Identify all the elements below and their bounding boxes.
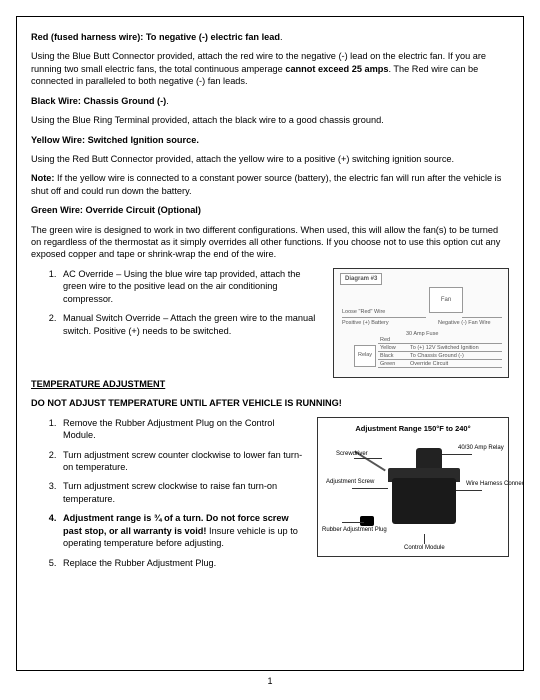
wire-line <box>462 317 502 318</box>
adjust-row: Remove the Rubber Adjustment Plug on the… <box>31 417 509 576</box>
diagram-label: 30 Amp Fuse <box>406 331 438 338</box>
diagram-label: Positive (+) Battery <box>342 320 389 327</box>
wire-line <box>342 317 426 318</box>
adjust-figure-col: Adjustment Range 150°F to 240° Screwdriv… <box>317 417 509 557</box>
temp-adjust-heading: TEMPERATURE ADJUSTMENT <box>31 378 509 390</box>
heading-text: Red (fused harness wire): To negative (-… <box>31 32 280 42</box>
diagram-title: Diagram #3 <box>340 273 382 285</box>
figure-label: Rubber Adjustment Plug <box>322 526 372 534</box>
figure-label: Control Module <box>404 544 445 552</box>
figure-label: 40/30 Amp Relay <box>458 444 504 452</box>
override-list-col: AC Override – Using the blue wire tap pr… <box>31 268 323 344</box>
list-item: Turn adjustment screw counter clockwise … <box>59 449 307 474</box>
text-run-bold: cannot exceed 25 amps <box>285 64 388 74</box>
diagram-label: Negative (-) Fan Wire <box>438 320 491 327</box>
section-red-heading: Red (fused harness wire): To negative (-… <box>31 31 509 43</box>
module-body-shape <box>392 478 456 524</box>
section-red-body: Using the Blue Butt Connector provided, … <box>31 50 509 87</box>
section-black-body: Using the Blue Ring Terminal provided, a… <box>31 114 509 126</box>
page-border: Red (fused harness wire): To negative (-… <box>16 16 524 671</box>
diagram-label: Black <box>380 353 393 360</box>
figure-label: Screwdriver <box>336 450 368 458</box>
list-item: Adjustment range is ¾ of a turn. Do not … <box>59 512 307 549</box>
adjust-figure-title: Adjustment Range 150°F to 240° <box>318 424 508 434</box>
diagram-label: Yellow <box>380 345 396 352</box>
leader-line <box>352 488 388 489</box>
heading-text: Black Wire: Chassis Ground (-) <box>31 96 166 106</box>
wire-line <box>378 343 502 344</box>
section-black-heading: Black Wire: Chassis Ground (-). <box>31 95 509 107</box>
diagram-col: Diagram #3 Fan Loose "Red" Wire Positive… <box>333 268 509 378</box>
section-yellow-heading: Yellow Wire: Switched Ignition source. <box>31 134 509 146</box>
leader-line <box>354 458 382 459</box>
list-item: AC Override – Using the blue wire tap pr… <box>59 268 323 305</box>
leader-line <box>456 490 482 491</box>
adjust-list-col: Remove the Rubber Adjustment Plug on the… <box>31 417 307 576</box>
diagram-label: To (+) 12V Switched Ignition <box>410 345 479 352</box>
diagram-label: Green <box>380 361 395 368</box>
fan-icon: Fan <box>429 287 463 313</box>
adjustment-figure: Adjustment Range 150°F to 240° Screwdriv… <box>317 417 509 557</box>
temp-adjust-warning: DO NOT ADJUST TEMPERATURE UNTIL AFTER VE… <box>31 397 509 409</box>
adjust-list: Remove the Rubber Adjustment Plug on the… <box>59 417 307 569</box>
wiring-diagram: Diagram #3 Fan Loose "Red" Wire Positive… <box>333 268 509 378</box>
leader-line <box>342 522 364 523</box>
list-item: Replace the Rubber Adjustment Plug. <box>59 557 307 569</box>
override-list: AC Override – Using the blue wire tap pr… <box>59 268 323 337</box>
list-item: Remove the Rubber Adjustment Plug on the… <box>59 417 307 442</box>
page-number: 1 <box>16 675 524 687</box>
diagram-label: Loose "Red" Wire <box>342 309 385 316</box>
relay-box: Relay <box>354 345 376 367</box>
leader-line <box>442 454 472 455</box>
list-item: Manual Switch Override – Attach the gree… <box>59 312 323 337</box>
diagram-label: Red <box>380 337 390 344</box>
plug-shape <box>360 516 374 526</box>
section-yellow-body: Using the Red Butt Connector provided, a… <box>31 153 509 165</box>
section-yellow-note: Note: If the yellow wire is connected to… <box>31 172 509 197</box>
text-run: Adjustment range is ¾ of a turn. <box>63 513 206 523</box>
figure-label: Wire Harness Connection <box>466 480 506 488</box>
section-green-body: The green wire is designed to work in tw… <box>31 224 509 261</box>
note-prefix: Note: <box>31 173 54 183</box>
override-row: AC Override – Using the blue wire tap pr… <box>31 268 509 378</box>
diagram-label: To Chassis Ground (-) <box>410 353 464 360</box>
leader-line <box>424 534 425 544</box>
diagram-label: Override Circuit <box>410 361 448 368</box>
note-text: If the yellow wire is connected to a con… <box>31 173 501 195</box>
section-green-heading: Green Wire: Override Circuit (Optional) <box>31 204 509 216</box>
list-item: Turn adjustment screw clockwise to raise… <box>59 480 307 505</box>
figure-label: Adjustment Screw <box>326 478 366 486</box>
